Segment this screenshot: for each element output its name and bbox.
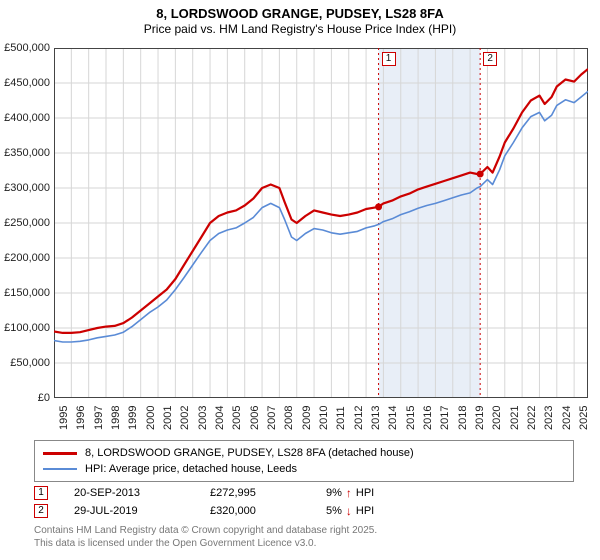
x-tick-label: 1997 — [93, 406, 105, 430]
x-tick-label: 2001 — [162, 406, 174, 430]
sale-delta-pct: 5% — [326, 505, 342, 517]
plot-svg — [54, 48, 588, 398]
x-tick-label: 2016 — [422, 406, 434, 430]
y-tick-label: £50,000 — [0, 357, 50, 369]
y-tick-label: £350,000 — [0, 147, 50, 159]
sale-row-marker: 1 — [34, 486, 48, 500]
x-tick-label: 2008 — [283, 406, 295, 430]
x-tick-label: 2007 — [266, 406, 278, 430]
sale-marker-1: 1 — [382, 52, 396, 66]
sale-delta-label: HPI — [356, 505, 374, 517]
sales-table: 1 20-SEP-2013 £272,995 9% ↑ HPI 2 29-JUL-2019 £3… — [34, 484, 574, 520]
y-tick-label: £0 — [0, 392, 50, 404]
x-tick-label: 2017 — [439, 406, 451, 430]
sale-delta: 5% ↓ HPI — [326, 504, 436, 518]
x-tick-label: 2025 — [578, 406, 590, 430]
x-tick-label: 2023 — [543, 406, 555, 430]
x-tick-label: 2020 — [491, 406, 503, 430]
x-tick-label: 2002 — [179, 406, 191, 430]
x-tick-label: 1995 — [58, 406, 70, 430]
arrow-down-icon: ↓ — [346, 504, 352, 518]
sale-price: £320,000 — [210, 505, 300, 517]
x-tick-label: 2000 — [145, 406, 157, 430]
sale-date: 29-JUL-2019 — [74, 505, 184, 517]
legend-label: HPI: Average price, detached house, Leed… — [85, 463, 297, 475]
x-tick-label: 2022 — [526, 406, 538, 430]
legend-swatch — [43, 468, 77, 470]
chart-title: 8, LORDSWOOD GRANGE, PUDSEY, LS28 8FA — [0, 6, 600, 22]
y-tick-label: £150,000 — [0, 287, 50, 299]
x-tick-label: 1996 — [75, 406, 87, 430]
plot-area — [54, 48, 588, 398]
x-tick-label: 2011 — [335, 406, 347, 430]
x-tick-label: 2005 — [231, 406, 243, 430]
x-tick-label: 2019 — [474, 406, 486, 430]
x-tick-label: 2006 — [249, 406, 261, 430]
sale-delta-label: HPI — [356, 487, 374, 499]
x-tick-label: 1998 — [110, 406, 122, 430]
y-tick-label: £400,000 — [0, 112, 50, 124]
legend-label: 8, LORDSWOOD GRANGE, PUDSEY, LS28 8FA (d… — [85, 447, 414, 459]
legend-row: HPI: Average price, detached house, Leed… — [43, 461, 565, 477]
footer-line-2: This data is licensed under the Open Gov… — [34, 537, 377, 550]
footer-line-1: Contains HM Land Registry data © Crown c… — [34, 524, 377, 537]
x-tick-label: 2009 — [301, 406, 313, 430]
legend-swatch — [43, 452, 77, 455]
legend-row: 8, LORDSWOOD GRANGE, PUDSEY, LS28 8FA (d… — [43, 445, 565, 461]
x-tick-label: 2014 — [387, 406, 399, 430]
legend: 8, LORDSWOOD GRANGE, PUDSEY, LS28 8FA (d… — [34, 440, 574, 482]
sale-delta-pct: 9% — [326, 487, 342, 499]
x-tick-label: 1999 — [127, 406, 139, 430]
x-tick-label: 2010 — [318, 406, 330, 430]
x-tick-label: 2003 — [197, 406, 209, 430]
sale-price: £272,995 — [210, 487, 300, 499]
x-tick-label: 2012 — [353, 406, 365, 430]
arrow-up-icon: ↑ — [346, 486, 352, 500]
chart-title-block: 8, LORDSWOOD GRANGE, PUDSEY, LS28 8FA Pr… — [0, 0, 600, 37]
y-tick-label: £100,000 — [0, 322, 50, 334]
x-tick-label: 2015 — [405, 406, 417, 430]
y-tick-label: £300,000 — [0, 182, 50, 194]
x-tick-label: 2021 — [509, 406, 521, 430]
y-tick-label: £450,000 — [0, 77, 50, 89]
x-tick-label: 2004 — [214, 406, 226, 430]
footer-attribution: Contains HM Land Registry data © Crown c… — [34, 524, 377, 550]
x-tick-label: 2013 — [370, 406, 382, 430]
x-tick-label: 2024 — [561, 406, 573, 430]
sale-marker-2: 2 — [483, 52, 497, 66]
chart-subtitle: Price paid vs. HM Land Registry's House … — [0, 22, 600, 37]
chart-container: 8, LORDSWOOD GRANGE, PUDSEY, LS28 8FA Pr… — [0, 0, 600, 560]
sale-delta: 9% ↑ HPI — [326, 486, 436, 500]
y-tick-label: £250,000 — [0, 217, 50, 229]
y-tick-label: £200,000 — [0, 252, 50, 264]
sale-date: 20-SEP-2013 — [74, 487, 184, 499]
sale-row-marker: 2 — [34, 504, 48, 518]
sale-row: 1 20-SEP-2013 £272,995 9% ↑ HPI — [34, 484, 574, 502]
y-tick-label: £500,000 — [0, 42, 50, 54]
x-tick-label: 2018 — [457, 406, 469, 430]
sale-row: 2 29-JUL-2019 £320,000 5% ↓ HPI — [34, 502, 574, 520]
